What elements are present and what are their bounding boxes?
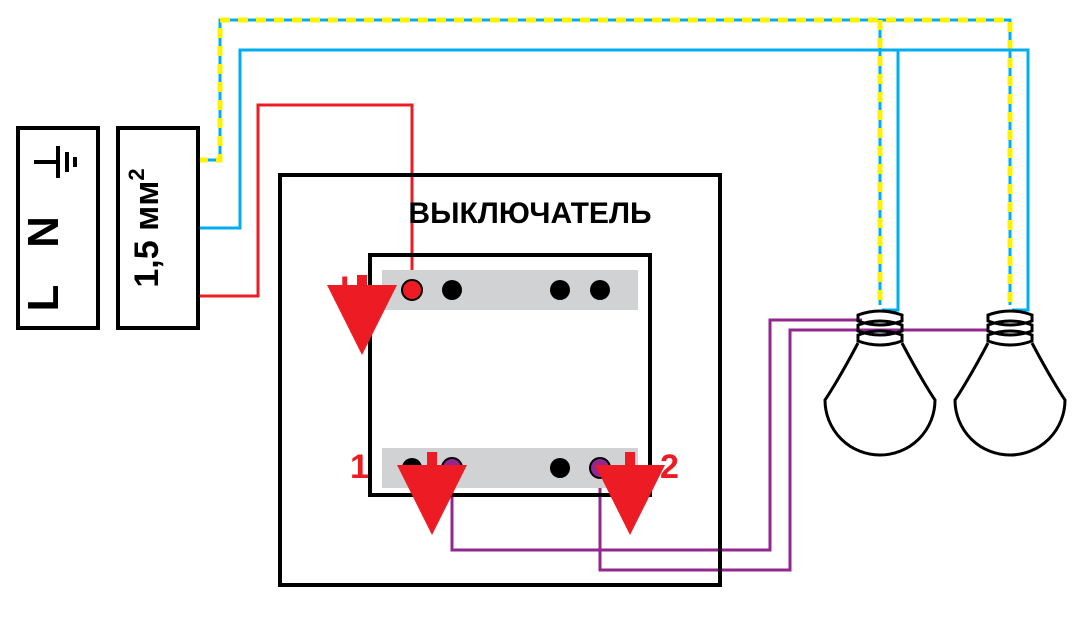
cable-gauge-label: 1,5 мм2 — [124, 168, 166, 287]
switch-assembly: ВЫКЛЮЧАТЕЛЬ L 1 2 — [280, 175, 720, 585]
lightbulb-icon — [825, 311, 935, 455]
supply-block: L N — [18, 128, 98, 328]
wire-ground-dash — [198, 20, 1010, 305]
terminal — [550, 280, 570, 300]
terminal — [442, 458, 462, 478]
switch-label-2: 2 — [660, 448, 679, 486]
switch-label-1: 1 — [350, 448, 369, 486]
terminal — [442, 280, 462, 300]
lightbulb-icon — [955, 311, 1065, 455]
switch-title: ВЫКЛЮЧАТЕЛЬ — [408, 197, 651, 230]
terminal — [590, 458, 610, 478]
wire-live — [198, 105, 412, 296]
wiring-diagram: L N 1,5 мм2 ВЫКЛЮЧАТЕЛЬ L 1 2 — [0, 0, 1078, 636]
wire-neutral — [882, 50, 898, 310]
bulbs-group — [825, 311, 1065, 455]
cable-block: 1,5 мм2 — [118, 128, 198, 328]
terminal — [402, 458, 422, 478]
ground-icon — [34, 146, 75, 178]
supply-label-N: N — [19, 216, 68, 248]
wire-switched-1 — [452, 320, 862, 550]
terminal — [402, 280, 422, 300]
wire-ground — [198, 20, 1010, 305]
wire-switched-2 — [600, 330, 988, 570]
terminal — [590, 280, 610, 300]
terminal — [550, 458, 570, 478]
supply-label-L: L — [19, 285, 68, 312]
